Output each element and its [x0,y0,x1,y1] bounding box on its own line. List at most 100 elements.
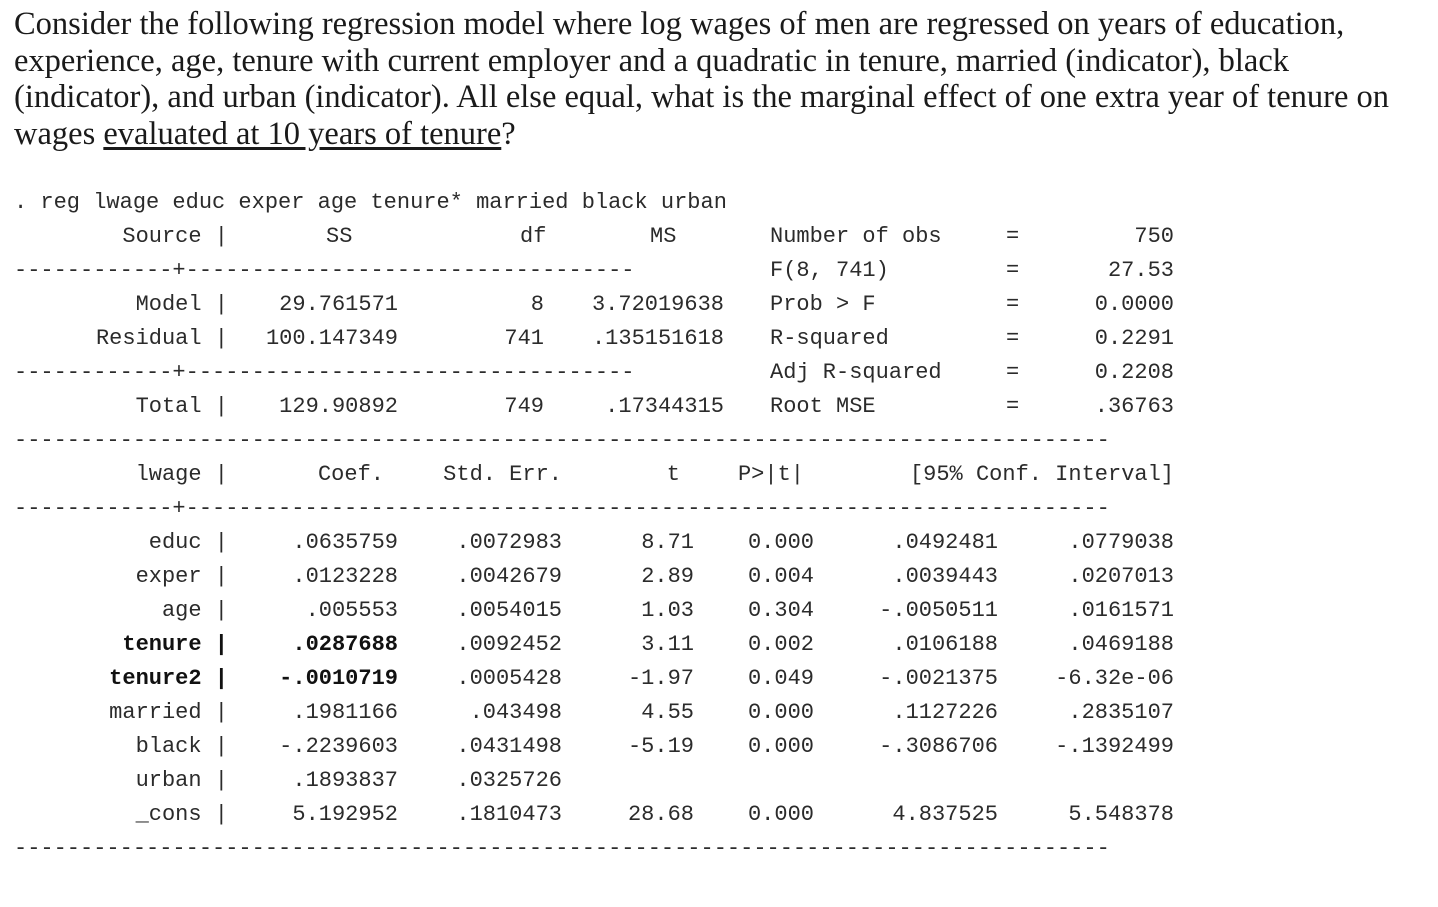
stat-eq-2: = [1006,292,1020,317]
question-part-2: ? [501,115,516,152]
coef-header-se: Std. Err. [443,462,562,487]
anova-ms: .135151618 [591,326,724,351]
stat-label-2: Prob > F [770,292,876,317]
coef-cell-lo: .0106188 [892,632,998,657]
coef-cell-coef: .1981166 [292,700,398,725]
coef-cell-lo: -.3086706 [879,734,998,759]
coef-cell-se: .1810473 [456,802,562,827]
coef-cell-coef: .005553 [305,598,398,623]
coef-row: tenure | .0287688 .0092452 3.11 0.002 .010618… [14,628,1174,662]
anova-ms: .17344315 [605,394,724,419]
anova-df: 749 [504,394,544,419]
stat-value-1: 27.53 [1107,258,1174,283]
coef-cell-p: 0.000 [747,530,814,555]
anova-source: Total | [135,394,228,419]
anova-ss: 29.761571 [279,292,398,317]
anova-header-ms: MS [650,224,677,249]
rule-line: ----------------------------------------… [14,836,1110,861]
coef-cell-p: 0.304 [747,598,814,623]
stat-eq-5: = [1006,394,1020,419]
coef-cell-hi: .0469188 [1068,632,1174,657]
stat-value-2: 0.0000 [1094,292,1174,317]
anova-header-ss: SS [326,224,353,249]
coef-cell-t: 4.55 [641,700,694,725]
stat-label-0: Number of obs [770,224,942,249]
anova-ss: 129.90892 [279,394,398,419]
stat-value-5: .36763 [1094,394,1174,419]
coef-rule: ------------+---------------------------… [14,492,1174,526]
coef-cell-var: urban | [135,768,228,793]
coef-cell-se: .0054015 [456,598,562,623]
anova-row-total: Total | 129.90892 749 .17344315 Root MSE… [14,390,1174,424]
coef-cell-var: exper | [135,564,228,589]
coef-cell-lo: -.0021375 [879,666,998,691]
coef-cell-lo: .0492481 [892,530,998,555]
coef-cell-p: 0.049 [747,666,814,691]
question-part-1: Consider the following regression model … [14,6,1389,152]
coef-cell-var: black | [135,734,228,759]
coef-header-t: t [666,462,680,487]
coef-row: married | .1981166 .043498 4.55 0.000 .112722… [14,696,1174,730]
coef-cell-hi: .0161571 [1068,598,1174,623]
anova-header: Source | SS df MS Number of obs = 750 [14,220,1174,254]
coef-cell-var: tenure2 | [109,666,228,691]
coef-cell-hi: .0207013 [1068,564,1174,589]
stat-value-3: 0.2291 [1094,326,1174,351]
coef-cell-var: _cons | [135,802,228,827]
table-rule-top: ----------------------------------------… [14,424,1174,458]
coef-cell-coef: -.2239603 [279,734,398,759]
stat-eq-0: = [1006,224,1020,249]
coef-cell-lo: 4.837525 [892,802,998,827]
coef-row: exper | .0123228 .0042679 2.89 0.004 .0039443… [14,560,1174,594]
stat-eq-3: = [1006,326,1020,351]
coef-cell-se: .0072983 [456,530,562,555]
coef-cell-var: married | [109,700,228,725]
coef-cell-hi: -6.32e-06 [1055,666,1174,691]
coef-cell-lo: .1127226 [892,700,998,725]
coef-cell-se: .0092452 [456,632,562,657]
coef-cell-hi: .2835107 [1068,700,1174,725]
anova-df: 8 [530,292,544,317]
coef-header: lwage | Coef. Std. Err. t P>|t| [95% Con… [14,458,1174,492]
coef-cell-var: age | [161,598,228,623]
coef-cell-p: 0.004 [747,564,814,589]
coef-cell-hi: 5.548378 [1068,802,1174,827]
coef-cell-se: .0005428 [456,666,562,691]
stat-eq-4: = [1006,360,1020,385]
anova-ss: 100.147349 [265,326,398,351]
coef-cell-t: 1.03 [641,598,694,623]
command-text: . reg lwage educ exper age tenure* marri… [14,190,727,215]
coef-cell-p: 0.002 [747,632,814,657]
coef-row: tenure2 | -.0010719 .0005428 -1.97 0.049 -.00… [14,662,1174,696]
stat-value-0: 750 [1134,224,1174,249]
coef-cell-p: 0.000 [747,700,814,725]
coef-cell-coef: .0123228 [292,564,398,589]
coef-row: urban | .1893837 .0325726 [14,764,1174,798]
coef-cell-coef: .0287688 [292,632,398,657]
anova-header-source: Source | [122,224,228,249]
coef-cell-hi: .0779038 [1068,530,1174,555]
rule-line: ------------+---------------------------… [14,258,635,283]
stat-eq-1: = [1006,258,1020,283]
rule-line: ------------+---------------------------… [14,496,1110,521]
stat-label-3: R-squared [770,326,889,351]
anova-header-df: df [520,224,547,249]
rule-line: ------------+---------------------------… [14,360,635,385]
coef-header-coef: Coef. [317,462,384,487]
anova-row-residual: Residual | 100.147349 741 .135151618 R-s… [14,322,1174,356]
coef-row: educ | .0635759 .0072983 8.71 0.000 .0492481.… [14,526,1174,560]
coef-cell-var: tenure | [122,632,228,657]
anova-ms: 3.72019638 [591,292,724,317]
anova-df: 741 [504,326,544,351]
question-text: Consider the following regression model … [14,6,1424,152]
coef-cell-se: .0325726 [456,768,562,793]
coef-row: _cons | 5.192952 .1810473 28.68 0.000 4.83752… [14,798,1174,832]
coef-cell-t: 2.89 [641,564,694,589]
coef-cell-lo: .0039443 [892,564,998,589]
stat-label-5: Root MSE [770,394,876,419]
coef-cell-t: 3.11 [641,632,694,657]
anova-rule-1: ------------+---------------------------… [14,254,1174,288]
coef-cell-se: .0042679 [456,564,562,589]
coef-row: age | .005553 .0054015 1.03 0.304 -.0050511 .0… [14,594,1174,628]
coef-header-p: P>|t| [737,462,804,487]
